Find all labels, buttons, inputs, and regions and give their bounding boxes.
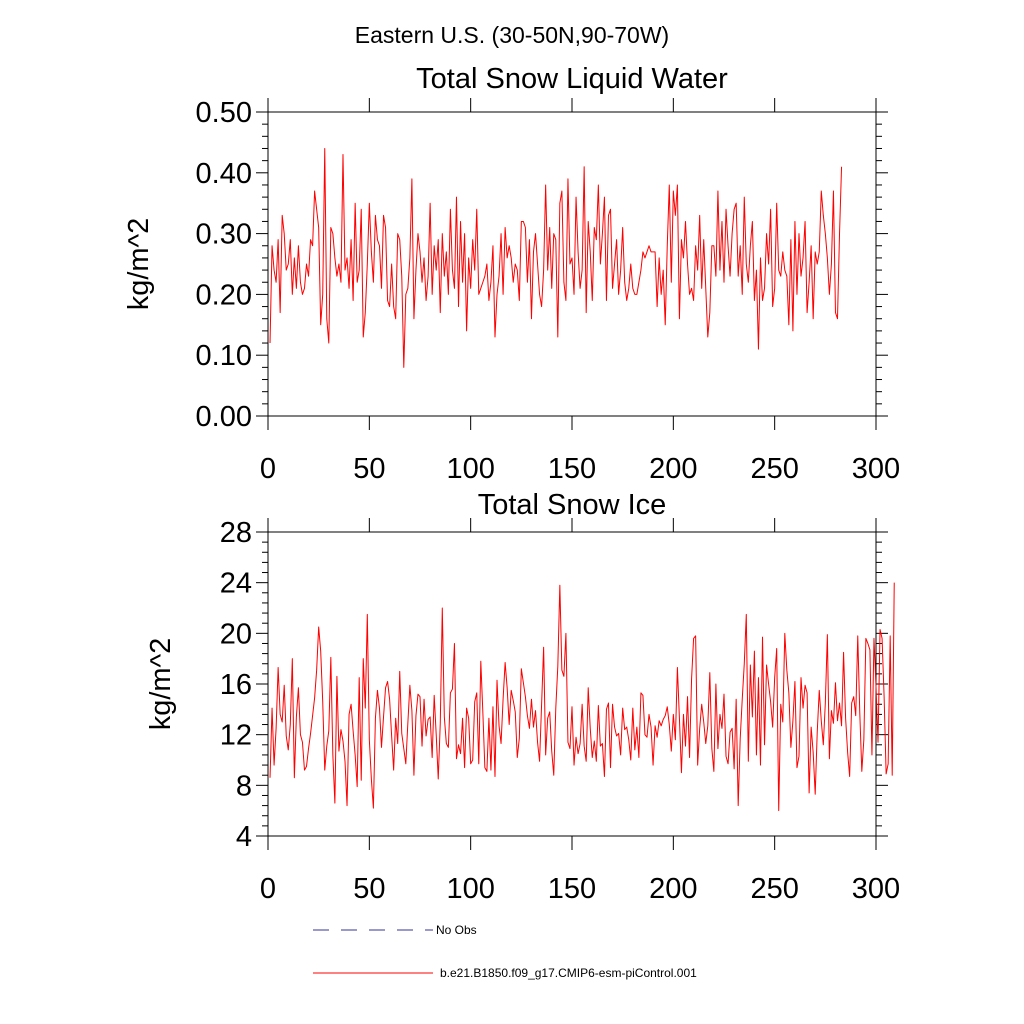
figure-suptitle: Eastern U.S. (30-50N,90-70W) <box>355 22 669 48</box>
legend-model-label: b.e21.B1850.f09_g17.CMIP6-esm-piControl.… <box>440 966 697 980</box>
x-tick-label: 0 <box>260 453 276 485</box>
y-tick-label: 0.40 <box>196 158 252 190</box>
y-tick-label: 0.00 <box>196 401 252 433</box>
x-tick-label: 100 <box>446 453 494 485</box>
y-axis-label: kg/m^2 <box>145 638 177 731</box>
x-ticks: 0 50 100 150 200 250 300 <box>260 98 900 485</box>
x-tick-label: 250 <box>750 873 798 905</box>
panel-title: Total Snow Ice <box>478 489 667 521</box>
x-tick-label: 50 <box>353 453 385 485</box>
series-lines <box>269 582 895 812</box>
x-tick-label: 300 <box>852 873 900 905</box>
series-lines <box>269 147 843 368</box>
x-tick-label: 100 <box>446 873 494 905</box>
y-axis-label: kg/m^2 <box>123 218 155 311</box>
x-tick-label: 200 <box>649 873 697 905</box>
x-tick-label: 300 <box>852 453 900 485</box>
legend: No Obs b.e21.B1850.f09_g17.CMIP6-esm-piC… <box>313 923 697 980</box>
x-tick-label: 0 <box>260 873 276 905</box>
y-tick-label: 0.30 <box>196 219 252 251</box>
y-tick-label: 4 <box>236 821 252 853</box>
panel-title: Total Snow Liquid Water <box>416 63 728 95</box>
y-ticks: 0.00 0.10 0.20 0.30 0.40 0.50 <box>196 97 888 433</box>
x-tick-label: 150 <box>548 453 596 485</box>
panel-total-snow-liquid-water: Total Snow Liquid Water kg/m^2 0.000.100… <box>123 63 900 485</box>
x-tick-label: 150 <box>548 873 596 905</box>
y-tick-label: 8 <box>236 770 252 802</box>
panel-total-snow-ice: Total Snow Ice kg/m^2 4 8 12 16 20 24 28 0 50 10… <box>145 489 900 905</box>
y-tick-label: 0.50 <box>196 97 252 129</box>
y-tick-label: 0.20 <box>196 279 252 311</box>
series-line <box>269 582 895 812</box>
y-tick-label: 16 <box>220 669 252 701</box>
y-tick-label: 24 <box>220 568 252 600</box>
series-line <box>269 147 843 368</box>
legend-obs-label: No Obs <box>436 923 477 937</box>
y-tick-label: 12 <box>220 720 252 752</box>
y-tick-label: 20 <box>220 618 252 650</box>
x-tick-label: 250 <box>750 453 798 485</box>
x-tick-label: 200 <box>649 453 697 485</box>
y-tick-label: 0.10 <box>196 340 252 372</box>
x-ticks: 0 50 100 150 200 250 300 <box>260 518 900 905</box>
y-tick-label: 28 <box>220 517 252 549</box>
x-tick-label: 50 <box>353 873 385 905</box>
y-ticks: 4 8 12 16 20 24 28 <box>220 517 888 853</box>
